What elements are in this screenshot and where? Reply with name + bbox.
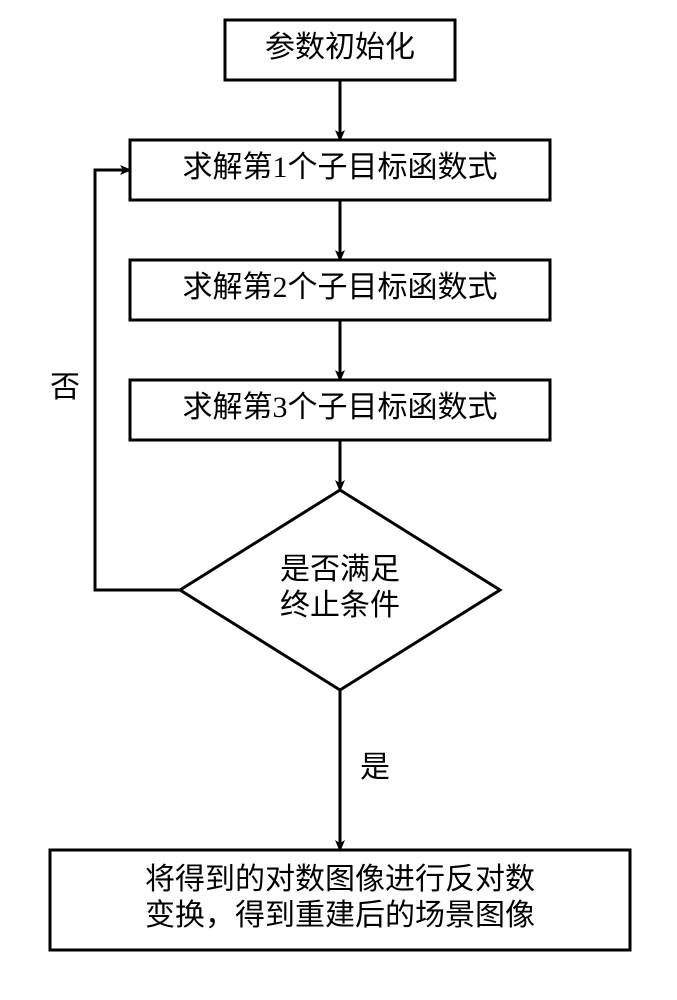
node-n5-line0: 是否满足 — [280, 553, 400, 586]
node-n3-line0: 求解第2个子目标函数式 — [183, 271, 498, 304]
edge-label-n5-n6: 是 — [360, 751, 390, 784]
node-n5-line1: 终止条件 — [280, 589, 400, 622]
edge-label-n5-n2: 否 — [50, 371, 80, 404]
node-n1-line0: 参数初始化 — [265, 31, 415, 64]
node-n6-line0: 将得到的对数图像进行反对数 — [145, 863, 535, 896]
node-n2-line0: 求解第1个子目标函数式 — [183, 151, 498, 184]
node-n4-line0: 求解第3个子目标函数式 — [183, 391, 498, 424]
node-n6-line1: 变换，得到重建后的场景图像 — [145, 899, 535, 932]
flowchart-canvas: 参数初始化求解第1个子目标函数式求解第2个子目标函数式求解第3个子目标函数式是否… — [0, 0, 677, 1000]
